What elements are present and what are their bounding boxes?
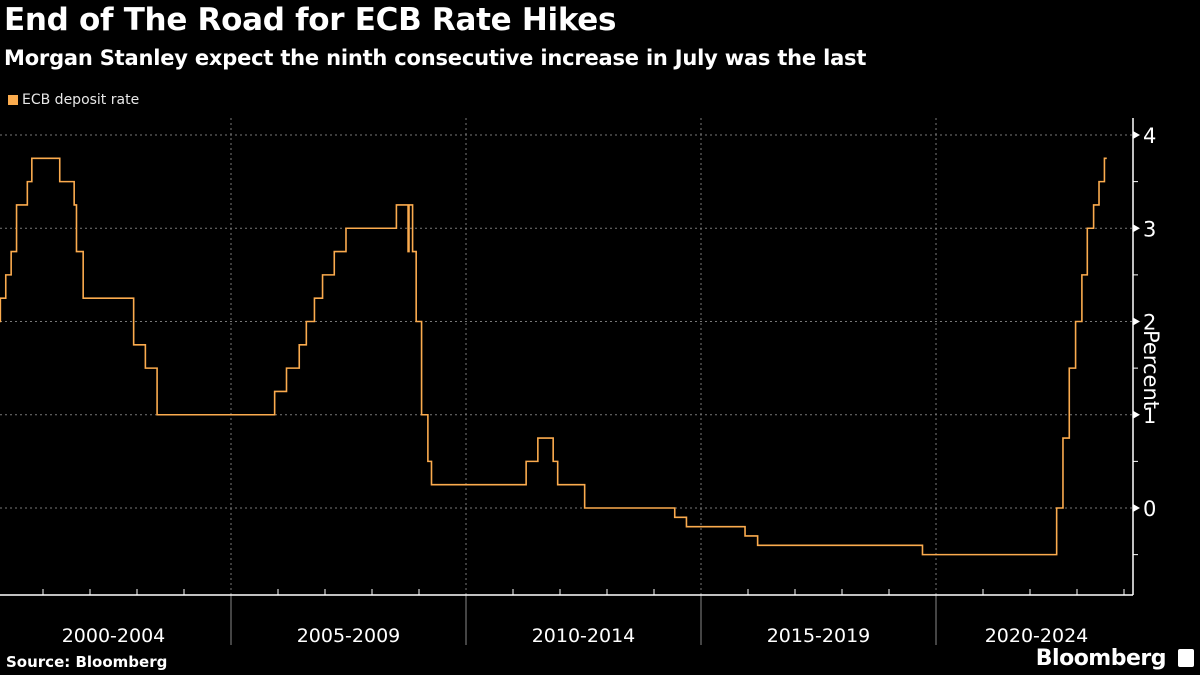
y-tick-mark	[1133, 317, 1140, 326]
y-tick-mark	[1133, 504, 1140, 512]
legend-swatch	[8, 95, 18, 105]
y-tick-mark	[1133, 410, 1140, 419]
bloomberg-logo: Bloomberg	[1035, 646, 1167, 671]
x-group-label: 2020-2024	[985, 625, 1089, 647]
legend: ECB deposit rate	[8, 92, 139, 108]
y-tick-label: 2	[1143, 311, 1156, 335]
x-group-label: 2000-2004	[62, 625, 166, 647]
y-tick-label: 0	[1143, 497, 1156, 521]
x-group-label: 2005-2009	[297, 625, 401, 647]
bloomberg-chart-icon	[1178, 649, 1194, 667]
series-line-ecb-deposit-rate	[0, 157, 1107, 556]
y-tick-mark	[1133, 131, 1140, 139]
y-tick-label: 4	[1143, 124, 1156, 148]
x-group-label: 2010-2014	[532, 625, 636, 647]
x-group-label: 2015-2019	[767, 625, 871, 647]
y-tick-label: 3	[1143, 217, 1156, 241]
source-note: Source: Bloomberg	[6, 653, 168, 671]
chart-subtitle: Morgan Stanley expect the ninth consecut…	[4, 46, 867, 70]
legend-label: ECB deposit rate	[22, 92, 140, 108]
y-axis-label: Percent	[1139, 330, 1163, 410]
y-tick-label: 1	[1143, 404, 1156, 428]
chart-title: End of The Road for ECB Rate Hikes	[4, 2, 617, 38]
y-tick-mark	[1133, 224, 1140, 233]
